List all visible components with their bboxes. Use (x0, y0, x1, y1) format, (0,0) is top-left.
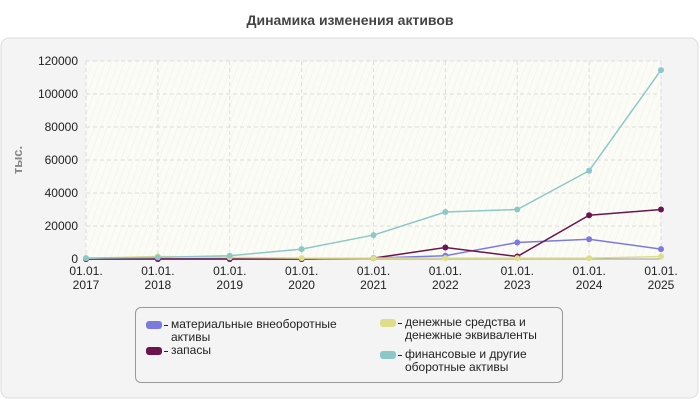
data-point (442, 208, 449, 215)
data-point (298, 246, 305, 253)
x-tick-label: 2024 (576, 278, 603, 292)
data-point (442, 255, 449, 262)
x-tick-label: 2019 (216, 278, 243, 292)
y-tick-label: 120000 (38, 54, 78, 68)
data-point (658, 253, 664, 260)
x-tick-label: 2021 (360, 278, 387, 292)
x-tick-label: 2025 (648, 278, 675, 292)
legend-dash (164, 325, 168, 326)
legend-swatch (146, 347, 162, 355)
data-point (83, 255, 89, 262)
data-point (586, 167, 593, 174)
data-point (370, 255, 377, 262)
x-tick-label: 01.01. (285, 264, 318, 278)
data-point (658, 67, 664, 74)
data-point (586, 236, 593, 243)
legend-label: финансовые и другие оборотные активы (405, 347, 527, 374)
data-point (226, 252, 233, 259)
data-point (586, 255, 593, 262)
legend-swatch (146, 321, 162, 329)
legend-dash (164, 351, 168, 352)
y-tick-label: 0 (71, 252, 78, 266)
x-tick-label: 01.01. (429, 264, 462, 278)
data-point (154, 254, 161, 261)
x-tick-label: 2017 (73, 278, 100, 292)
legend-dash (398, 355, 402, 356)
y-tick-label: 20000 (45, 219, 79, 233)
x-tick-label: 01.01. (69, 264, 102, 278)
data-point (298, 255, 305, 262)
data-point (586, 212, 593, 219)
legend-dash (398, 323, 402, 324)
x-tick-label: 01.01. (357, 264, 390, 278)
x-tick-label: 01.01. (572, 264, 605, 278)
y-tick-label: 40000 (45, 186, 79, 200)
y-tick-label: 80000 (45, 120, 79, 134)
legend-label: материальные внеоборотные активы (171, 317, 337, 344)
legend-label: денежные средства и денежные эквиваленты (405, 315, 537, 342)
legend-item: материальные внеоборотные активы (146, 318, 366, 344)
x-tick-label: 2020 (288, 278, 315, 292)
y-tick-label: 100000 (38, 87, 78, 101)
data-point (658, 246, 664, 253)
legend-swatch (380, 319, 396, 327)
data-point (370, 232, 377, 239)
data-point (658, 206, 664, 213)
x-tick-label: 01.01. (213, 264, 246, 278)
x-tick-label: 2023 (504, 278, 531, 292)
data-point (514, 255, 521, 262)
x-tick-label: 2022 (432, 278, 459, 292)
x-tick-label: 2018 (145, 278, 172, 292)
data-point (514, 239, 521, 246)
legend-label: запасы (171, 343, 211, 357)
x-tick-label: 01.01. (644, 264, 677, 278)
chart-title: Динамика изменения активов (246, 12, 453, 28)
x-tick-label: 01.01. (501, 264, 534, 278)
y-axis-label: тыс. (10, 146, 25, 174)
y-tick-label: 60000 (45, 153, 79, 167)
legend-item: запасы (146, 344, 366, 357)
legend-item: денежные средства и денежные эквиваленты (380, 316, 555, 342)
data-point (442, 244, 449, 251)
data-point (514, 206, 521, 213)
legend-item: финансовые и другие оборотные активы (380, 348, 555, 374)
legend: материальные внеоборотные активы запасы де… (135, 307, 563, 383)
legend-swatch (380, 351, 396, 359)
x-tick-label: 01.01. (141, 264, 174, 278)
